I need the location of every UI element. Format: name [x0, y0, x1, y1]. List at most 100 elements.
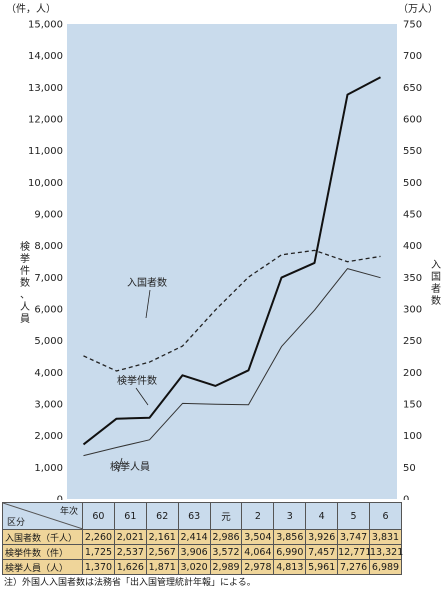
left-tick-label: 1,000 — [34, 463, 63, 474]
year-header: 60 — [82, 502, 115, 530]
right-tick-label: 300 — [403, 305, 422, 316]
table-cell: 2,978 — [241, 559, 275, 575]
right-axis-label-char: 数 — [431, 294, 441, 307]
right-axis-label: 入国者数 — [431, 260, 441, 307]
table-row-entrants: 入国者数（千人） 2,260 2,021 2,161 2,414 2,986 3… — [2, 529, 402, 545]
table-cell: 2,989 — [209, 559, 243, 575]
right-tick-label: 550 — [403, 146, 422, 157]
row-label: 検挙件数（件） — [2, 544, 83, 560]
series-lines — [82, 76, 381, 457]
series-label: 検挙件数 — [117, 374, 157, 387]
label-leader — [135, 387, 149, 406]
right-axis-label-char: 者 — [431, 283, 441, 295]
right-axis-ticks: 0 50 100 150 200 250 300 350 400 450 500 550 600 650 7… — [403, 20, 422, 501]
right-tick-label: 500 — [403, 178, 422, 189]
right-tick-label: 750 — [403, 20, 422, 31]
year-header: 5 — [337, 502, 371, 530]
left-axis-label-char: 挙 — [20, 252, 30, 265]
table-cell: 7,276 — [337, 559, 371, 575]
table-cell: 1,871 — [145, 559, 179, 575]
right-axis-label-char: 国 — [431, 271, 441, 283]
data-table: 年次 区分 60 61 62 63 元 2 3 4 5 6 入国者数（千人） 2… — [2, 502, 403, 575]
series-line-2 — [83, 268, 381, 457]
table-cell: 3,831 — [369, 529, 402, 545]
left-tick-label: 4,000 — [34, 368, 63, 379]
year-header: 62 — [145, 502, 179, 530]
label-leader — [145, 289, 151, 319]
year-header: 元 — [209, 502, 243, 530]
year-header: 2 — [241, 502, 275, 530]
table-cell: 3,906 — [177, 544, 211, 560]
table-corner-cell: 年次 区分 — [2, 502, 83, 530]
year-header: 61 — [113, 502, 147, 530]
left-tick-label: 8,000 — [34, 241, 63, 252]
table-cell: 3,572 — [209, 544, 243, 560]
row-label: 入国者数（千人） — [2, 529, 83, 545]
table-row-persons: 検挙人員（人） 1,370 1,626 1,871 3,020 2,989 2,… — [2, 559, 402, 575]
table-cell: 4,813 — [273, 559, 307, 575]
table-cell: 1,626 — [113, 559, 147, 575]
source-note: 注）外国人入国者数は法務省「出入国管理統計年報」による。 — [4, 578, 256, 588]
row-label: 検挙人員（人） — [2, 559, 83, 575]
table-cell: 2,537 — [113, 544, 147, 560]
plot-area — [67, 24, 397, 499]
right-axis-label-char: 入 — [431, 260, 441, 271]
left-axis-label: 検挙件数、人員 — [20, 240, 30, 325]
left-tick-label: 5,000 — [34, 336, 63, 347]
right-tick-label: 100 — [403, 431, 422, 442]
series-label: 入国者数 — [127, 276, 167, 289]
left-tick-label: 13,000 — [28, 83, 63, 94]
table-cell: 1,725 — [82, 544, 115, 560]
table-cell: 6,990 — [273, 544, 307, 560]
year-header: 4 — [305, 502, 339, 530]
left-axis-label-char: 員 — [20, 313, 30, 325]
table-cell: 5,961 — [305, 559, 339, 575]
table-cell: 2,260 — [82, 529, 115, 545]
left-axis-label-char: 検 — [20, 240, 30, 253]
table-row-cases: 検挙件数（件） 1,725 2,537 2,567 3,906 3,572 4,… — [2, 544, 403, 560]
series-label: 検挙人員 — [110, 460, 150, 473]
left-tick-label: 9,000 — [34, 210, 63, 221]
right-tick-label: 150 — [403, 400, 422, 411]
right-tick-label: 0 — [403, 495, 409, 501]
label-leader — [117, 457, 123, 473]
left-tick-label: 15,000 — [28, 20, 63, 31]
line-chart: 0 1,000 2,000 3,000 4,000 5,000 6,000 7,000 8,00… — [6, 3, 441, 501]
left-tick-label: 6,000 — [34, 305, 63, 316]
left-axis-label-char: 人 — [20, 301, 30, 313]
table-cell: 6,989 — [369, 559, 402, 575]
left-axis-unit: （件，人） — [6, 3, 56, 15]
table-cell: 2,414 — [177, 529, 211, 545]
right-axis-unit: （万人） — [398, 3, 438, 15]
right-tick-label: 650 — [403, 83, 422, 94]
table-header-row: 年次 区分 60 61 62 63 元 2 3 4 5 6 — [2, 502, 402, 530]
right-tick-label: 350 — [403, 273, 422, 284]
left-tick-label: 3,000 — [34, 400, 63, 411]
table-cell: 3,926 — [305, 529, 339, 545]
left-axis-label-char: 件 — [20, 265, 30, 277]
table-cell: 3,856 — [273, 529, 307, 545]
left-tick-label: 14,000 — [28, 51, 63, 62]
table-cell: 3,504 — [241, 529, 275, 545]
table-cell: 12,771 — [337, 544, 372, 560]
right-tick-label: 450 — [403, 210, 422, 221]
year-header: 6 — [369, 502, 402, 530]
right-tick-label: 600 — [403, 115, 422, 126]
table-cell: 2,567 — [145, 544, 179, 560]
year-header: 3 — [273, 502, 307, 530]
table-cell: 3,747 — [337, 529, 371, 545]
left-tick-label: 12,000 — [28, 115, 63, 126]
corner-year-label: 年次 — [59, 507, 78, 517]
table-cell: 2,021 — [113, 529, 147, 545]
left-axis-label-char: 数 — [20, 276, 30, 289]
table-cell: 4,064 — [241, 544, 275, 560]
left-tick-label: 2,000 — [34, 431, 63, 442]
corner-category-label: 区分 — [7, 518, 26, 528]
left-tick-label: 0 — [57, 495, 63, 501]
table-cell: 7,457 — [305, 544, 339, 560]
right-tick-label: 200 — [403, 368, 422, 379]
table-cell: 2,161 — [145, 529, 179, 545]
left-axis-label-char: 、 — [20, 290, 30, 301]
table-cell: 1,370 — [82, 559, 115, 575]
table-cell: 3,020 — [177, 559, 211, 575]
